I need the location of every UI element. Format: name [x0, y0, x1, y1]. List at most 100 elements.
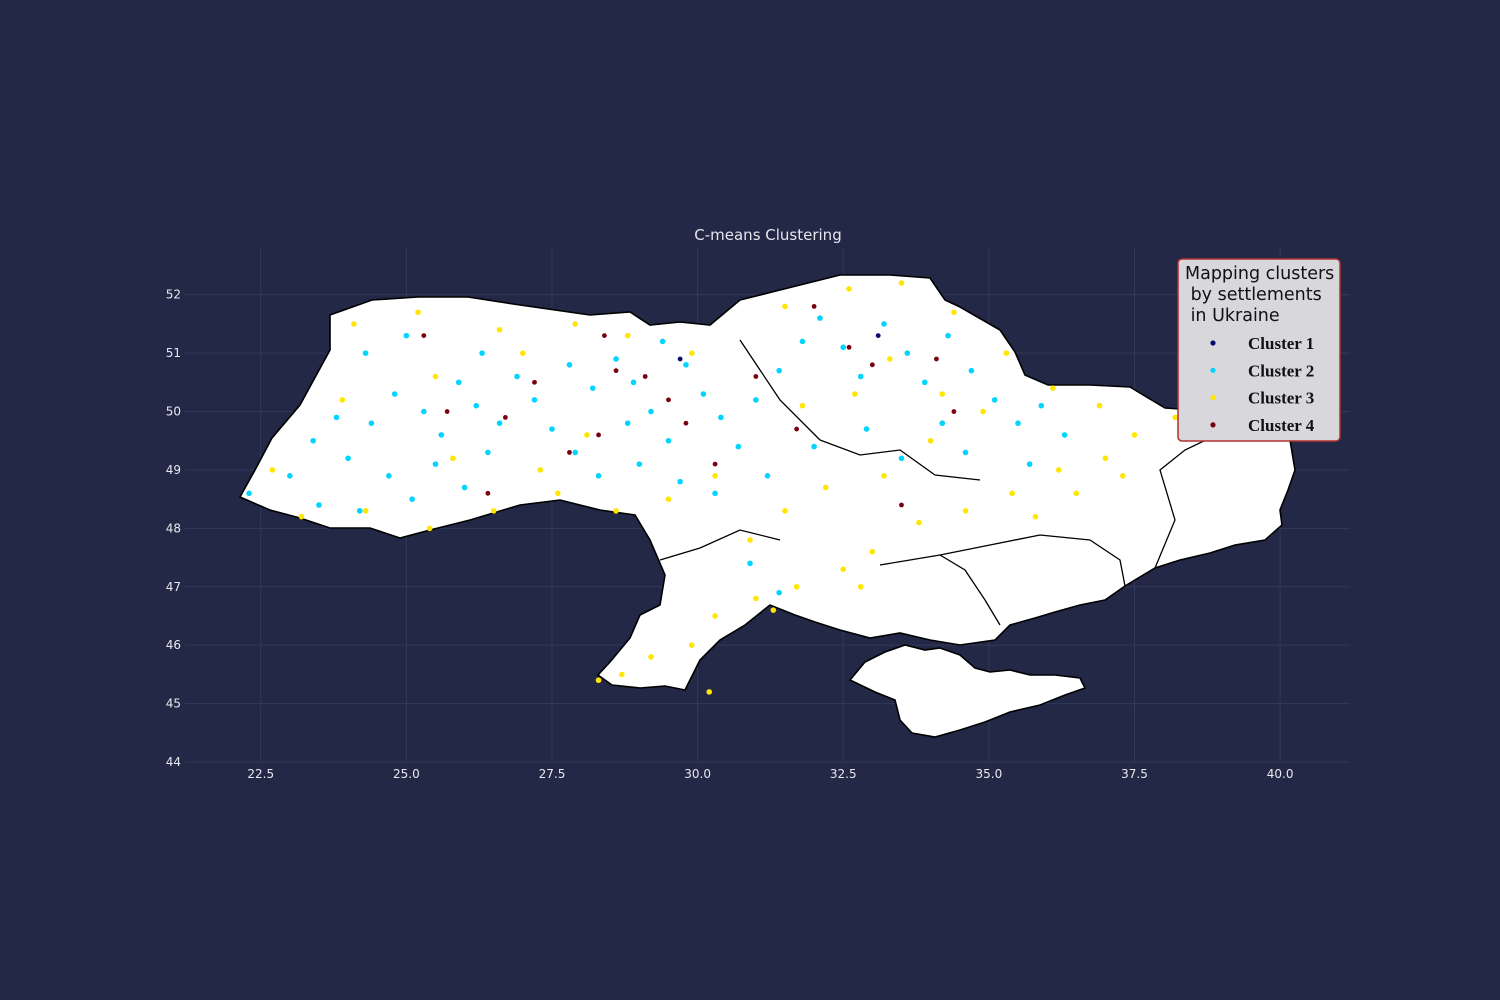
- settlement-point: [473, 402, 480, 409]
- settlement-point: [613, 508, 619, 514]
- settlement-point: [951, 409, 957, 414]
- y-tick-label: 46: [166, 638, 181, 652]
- settlement-point: [875, 333, 881, 339]
- settlement-point: [753, 595, 759, 602]
- settlement-point: [496, 420, 503, 427]
- settlement-point: [502, 414, 508, 420]
- settlement-point: [1050, 385, 1056, 391]
- settlement-point: [666, 397, 671, 403]
- legend-label: Cluster 2: [1248, 361, 1314, 380]
- settlement-point: [479, 350, 485, 356]
- legend-box: [1177, 258, 1341, 442]
- legend-label: Cluster 1: [1248, 334, 1314, 353]
- settlement-point: [718, 414, 724, 421]
- settlement-point: [1038, 402, 1045, 409]
- chart-title: C-means Clustering: [694, 226, 841, 244]
- settlement-point: [934, 356, 939, 362]
- crimea-landmass: [848, 644, 1087, 738]
- settlement-point: [613, 368, 619, 374]
- y-tick-label: 49: [166, 463, 181, 477]
- settlement-point: [677, 356, 683, 362]
- legend-title-line-3: in Ukraine: [1185, 306, 1280, 326]
- legend-marker: [1210, 367, 1216, 373]
- settlement-point: [840, 566, 847, 573]
- settlement-point: [1073, 490, 1080, 497]
- settlement-point: [589, 385, 596, 391]
- settlement-point: [1172, 414, 1179, 421]
- y-tick-label: 44: [166, 755, 181, 769]
- settlement-point: [636, 461, 643, 467]
- y-tick-label: 47: [166, 580, 181, 594]
- legend-label: Cluster 4: [1248, 416, 1315, 435]
- settlement-point: [391, 391, 398, 397]
- settlement-point: [764, 472, 771, 479]
- settlement-point: [602, 333, 607, 339]
- settlement-point: [485, 490, 491, 496]
- settlement-point: [356, 508, 363, 514]
- settlement-point: [1131, 432, 1138, 438]
- settlement-point: [939, 391, 946, 397]
- settlement-point: [403, 332, 410, 339]
- settlement-point: [461, 484, 468, 491]
- settlement-point: [846, 344, 852, 350]
- settlement-point: [712, 472, 718, 479]
- settlement-point: [1015, 420, 1021, 427]
- settlement-point: [822, 484, 829, 491]
- settlement-point: [426, 525, 433, 532]
- y-tick-label: 51: [166, 346, 181, 360]
- x-tick-label: 25.0: [393, 767, 420, 781]
- legend-title-line-1: Mapping clusters: [1185, 264, 1334, 284]
- x-tick-label: 30.0: [684, 767, 711, 781]
- settlement-point: [811, 304, 817, 309]
- settlement-point: [1061, 432, 1068, 438]
- legend-title-line-2: by settlements: [1185, 285, 1322, 305]
- settlement-point: [863, 426, 870, 432]
- axes: 22.5 25.0 27.5 30.0 32.5 35.0 37.5 40.0 44 45 46 47…: [166, 288, 1294, 781]
- settlement-point: [432, 461, 439, 467]
- settlement-point: [659, 338, 666, 345]
- settlement-point: [572, 449, 579, 456]
- settlement-point: [595, 472, 602, 479]
- settlement-point: [648, 408, 654, 415]
- settlement-point: [782, 508, 788, 514]
- settlement-point: [794, 426, 800, 432]
- settlement-point: [572, 321, 579, 327]
- y-tick-label: 48: [166, 521, 181, 535]
- settlement-point: [421, 333, 427, 339]
- y-tick-label: 45: [166, 697, 181, 711]
- settlement-point: [362, 350, 369, 356]
- settlement-point: [857, 583, 864, 590]
- oblast-borders: [659, 339, 1211, 626]
- settlement-point: [869, 362, 875, 368]
- settlement-point: [852, 391, 858, 397]
- settlement-point: [712, 461, 718, 467]
- legend-marker: [1210, 340, 1216, 346]
- y-tick-label: 50: [166, 405, 181, 419]
- x-tick-label: 40.0: [1267, 767, 1294, 781]
- settlement-point: [567, 450, 572, 455]
- settlement-point: [991, 397, 998, 403]
- settlement-point: [642, 374, 648, 379]
- series-cluster-4: [421, 304, 957, 508]
- settlement-point: [951, 309, 957, 316]
- settlement-point: [688, 350, 695, 356]
- settlement-point: [584, 432, 590, 438]
- settlement-point: [968, 367, 975, 374]
- settlement-point: [345, 455, 351, 462]
- settlement-point: [310, 437, 316, 444]
- settlement-point: [485, 449, 491, 456]
- settlement-point: [1102, 455, 1109, 462]
- settlement-point: [624, 332, 631, 339]
- settlement-point: [846, 286, 852, 292]
- settlement-point: [921, 379, 928, 386]
- settlement-point: [706, 689, 713, 695]
- settlement-point: [246, 490, 252, 497]
- settlement-point: [415, 309, 421, 316]
- settlement-point: [520, 350, 526, 356]
- settlement-point: [555, 490, 561, 497]
- settlement-point: [549, 426, 555, 432]
- settlement-point: [735, 443, 742, 450]
- settlement-point: [939, 420, 946, 427]
- settlement-point: [514, 373, 520, 380]
